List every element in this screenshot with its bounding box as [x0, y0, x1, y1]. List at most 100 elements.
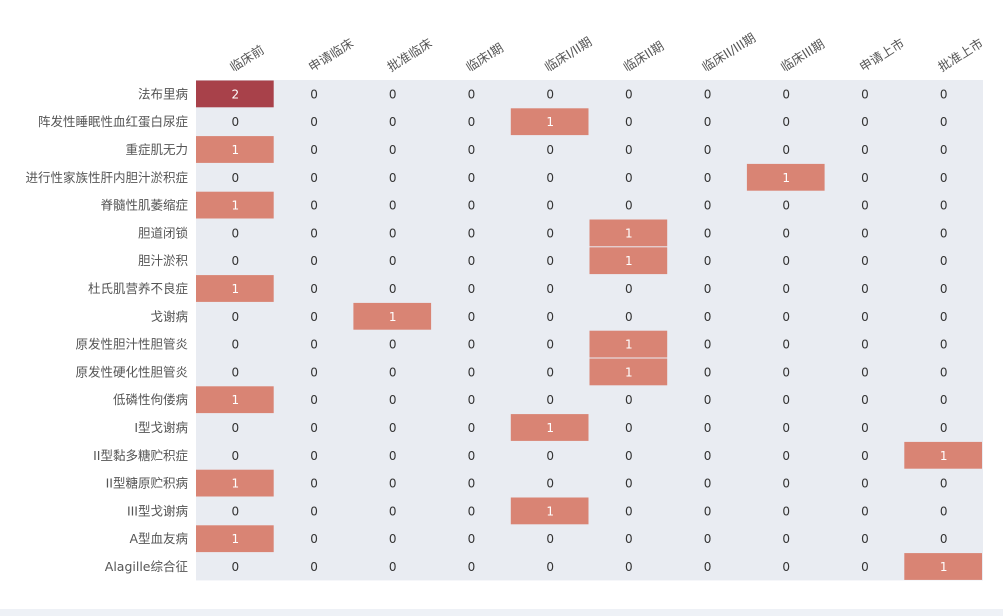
cell-value-label: 0 [861, 87, 869, 101]
cell-value-label: 0 [546, 199, 554, 213]
cell-value-label: 0 [782, 421, 790, 435]
cell-value-label: 0 [389, 115, 397, 129]
heatmap-cell [589, 247, 668, 275]
cell-value-label: 0 [940, 310, 948, 324]
row-label: 原发性胆汁性胆管炎 [75, 337, 188, 352]
cell-value-label: 0 [625, 310, 633, 324]
cell-value-label: 0 [782, 87, 790, 101]
cell-value-label: 0 [782, 143, 790, 157]
cell-value-label: 0 [232, 115, 240, 129]
cell-value-label: 0 [940, 199, 948, 213]
row-label: 低磷性佝偻病 [113, 392, 188, 407]
cell-value-label: 1 [546, 115, 554, 129]
row-label: 重症肌无力 [125, 142, 188, 157]
cell-value-label: 0 [940, 254, 948, 268]
cell-value-label: 1 [625, 226, 633, 240]
cell-value-label: 0 [704, 532, 712, 546]
cell-value-label: 0 [782, 532, 790, 546]
cell-value-label: 0 [625, 171, 633, 185]
heatmap-cell [746, 163, 825, 191]
cell-value-label: 0 [310, 282, 318, 296]
heatmap-cell [196, 275, 274, 302]
cell-value-label: 0 [782, 338, 790, 352]
heatmap-cell [196, 136, 274, 163]
cell-value-label: 0 [389, 532, 397, 546]
cell-value-label: 0 [468, 115, 476, 129]
cell-value-label: 0 [389, 171, 397, 185]
cell-value-label: 0 [782, 393, 790, 407]
cell-value-label: 0 [704, 310, 712, 324]
cell-value-label: 0 [861, 143, 869, 157]
cell-value-label: 0 [389, 338, 397, 352]
heatmap-cell [904, 553, 982, 580]
cell-value-label: 1 [625, 365, 633, 379]
cell-value-label: 0 [782, 199, 790, 213]
column-label: 批准上市 [935, 35, 985, 74]
column-label: 申请临床 [306, 35, 357, 74]
row-label: Alagille综合征 [105, 559, 189, 574]
row-label: 进行性家族性肝内胆汁淤积症 [25, 170, 188, 185]
cell-value-label: 0 [940, 115, 948, 129]
heatmap-cell [510, 414, 589, 441]
cell-value-label: 0 [546, 143, 554, 157]
cell-value-label: 0 [546, 171, 554, 185]
cell-value-label: 0 [704, 449, 712, 463]
cell-value-label: 0 [468, 477, 476, 491]
cell-value-label: 0 [940, 393, 948, 407]
row-label: A型血友病 [129, 531, 188, 546]
cell-value-label: 1 [232, 199, 240, 213]
row-label: 法布里病 [138, 86, 188, 101]
cell-value-label: 0 [704, 226, 712, 240]
cell-value-label: 0 [940, 226, 948, 240]
cell-value-label: 0 [468, 338, 476, 352]
cell-value-label: 0 [625, 421, 633, 435]
cell-value-label: 0 [940, 338, 948, 352]
column-label: 临床II/III期 [699, 30, 758, 75]
cell-value-label: 0 [940, 504, 948, 518]
cell-value-label: 1 [546, 504, 554, 518]
cell-value-label: 0 [940, 421, 948, 435]
heatmap-cell [589, 330, 668, 358]
cell-value-label: 0 [861, 310, 869, 324]
cell-value-label: 0 [310, 477, 318, 491]
cell-value-label: 0 [704, 560, 712, 574]
cell-value-label: 1 [546, 421, 554, 435]
cell-value-label: 0 [704, 171, 712, 185]
cell-value-label: 0 [468, 365, 476, 379]
cell-value-label: 0 [861, 477, 869, 491]
cell-value-label: 0 [232, 560, 240, 574]
cell-value-label: 0 [389, 477, 397, 491]
column-label: 临床III期 [778, 36, 827, 74]
cell-value-label: 0 [468, 393, 476, 407]
row-label: 脊髓性肌萎缩症 [100, 198, 188, 213]
cell-value-label: 0 [861, 421, 869, 435]
row-label: II型黏多糖贮积症 [93, 448, 188, 463]
cell-value-label: 0 [389, 393, 397, 407]
cell-value-label: 0 [625, 477, 633, 491]
cell-value-label: 0 [232, 310, 240, 324]
heatmap-cell [353, 302, 432, 330]
cell-value-label: 0 [546, 449, 554, 463]
cell-value-label: 0 [546, 226, 554, 240]
cell-value-label: 0 [468, 254, 476, 268]
cell-value-label: 0 [546, 393, 554, 407]
cell-value-label: 0 [310, 393, 318, 407]
cell-value-label: 0 [704, 87, 712, 101]
cell-value-label: 0 [861, 532, 869, 546]
cell-value-label: 0 [389, 254, 397, 268]
heatmap-background [196, 80, 983, 581]
cell-value-label: 0 [468, 532, 476, 546]
cell-value-label: 0 [940, 365, 948, 379]
cell-value-label: 0 [625, 87, 633, 101]
column-label: 申请上市 [857, 35, 907, 74]
cell-value-label: 0 [310, 365, 318, 379]
heatmap-cell [196, 80, 274, 108]
cell-value-label: 1 [625, 338, 633, 352]
cell-value-label: 0 [310, 87, 318, 101]
cell-value-label: 0 [310, 338, 318, 352]
cell-value-label: 0 [861, 338, 869, 352]
cell-value-label: 0 [940, 87, 948, 101]
cell-value-label: 0 [704, 338, 712, 352]
cell-value-label: 1 [232, 477, 240, 491]
row-label: III型戈谢病 [127, 503, 188, 518]
